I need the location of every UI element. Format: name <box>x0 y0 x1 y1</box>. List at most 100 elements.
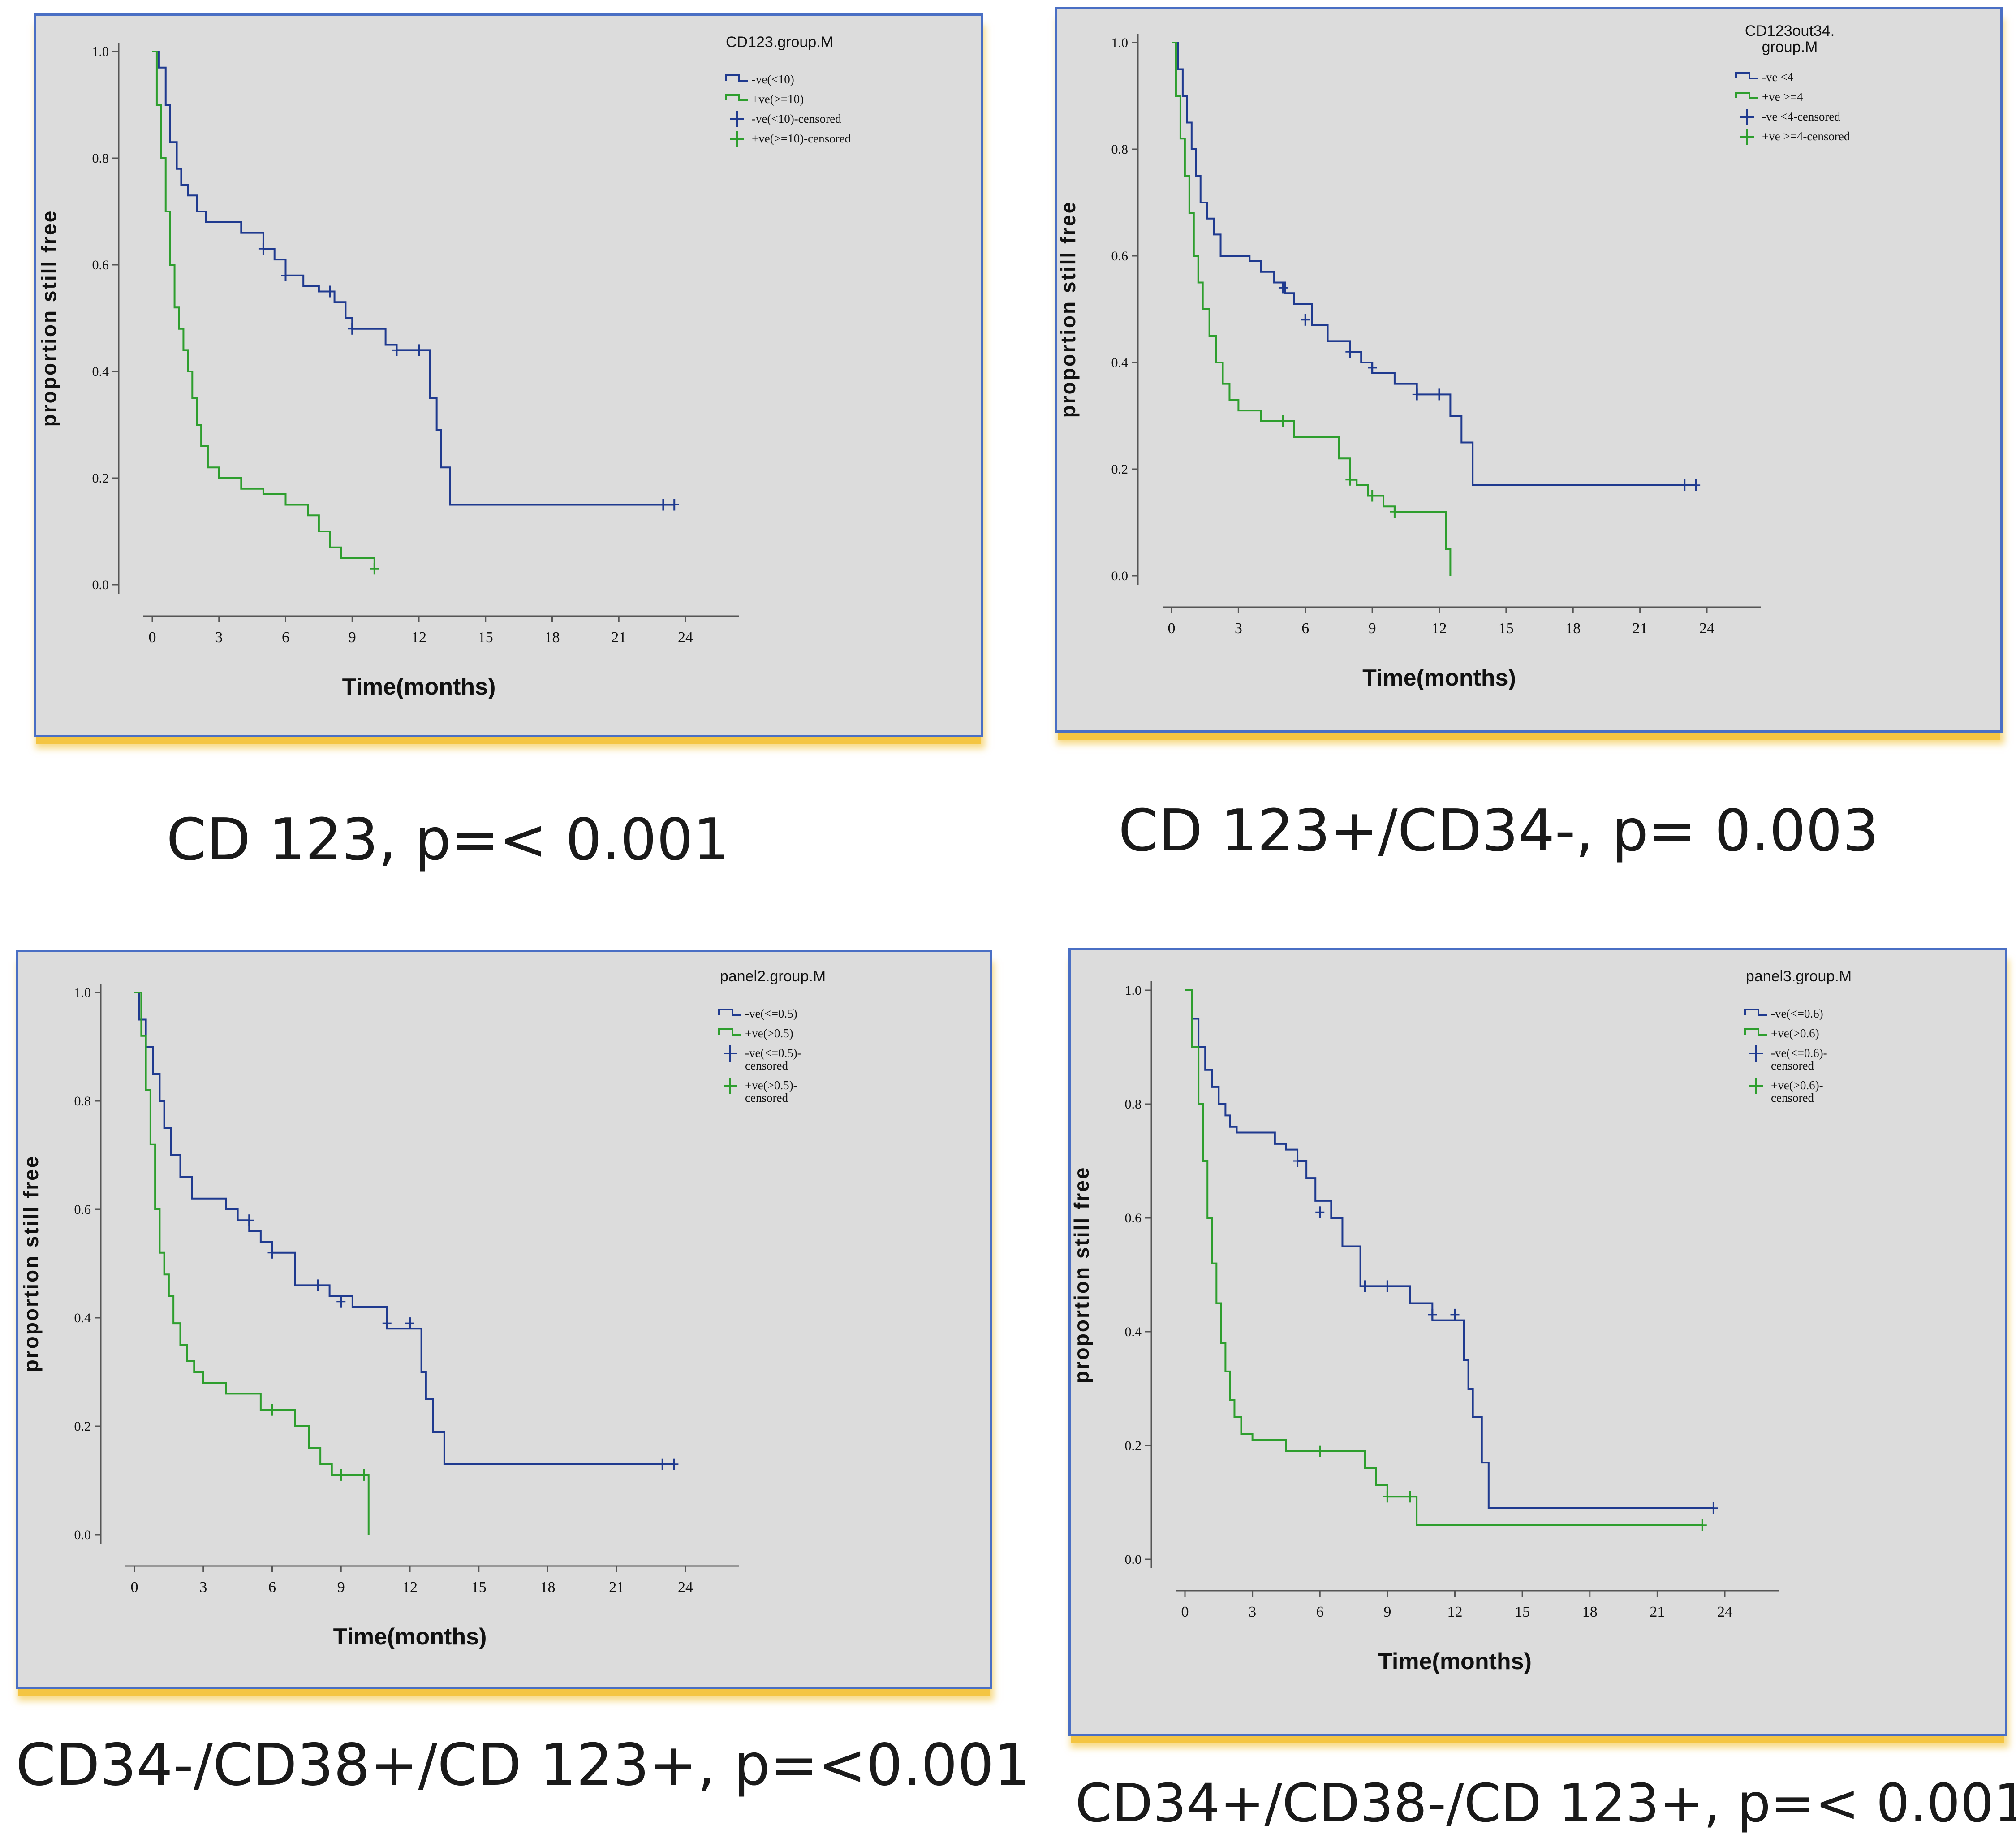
legend-entry: -ve(<=0.6) <box>1771 1007 1823 1020</box>
legend-title: CD123out34. <box>1745 22 1835 39</box>
x-tick-label: 6 <box>1301 620 1309 637</box>
y-tick-label: 0.4 <box>1111 355 1129 370</box>
km-curve-negative <box>134 992 674 1465</box>
x-axis-label: Time(months) <box>333 1624 487 1650</box>
legend-line-symbol <box>725 94 748 101</box>
legend-line-symbol <box>1744 1028 1767 1036</box>
legend-entry: -ve(<10)-censored <box>752 112 841 125</box>
legend-title: group.M <box>1762 39 1818 56</box>
chart-caption: CD34-/CD38+/CD 123+, p=<0.001 <box>16 1732 1031 1799</box>
x-tick-label: 18 <box>540 1579 556 1596</box>
legend-entry: censored <box>1771 1059 1814 1072</box>
x-tick-label: 3 <box>199 1579 207 1596</box>
km-curve-negative <box>1172 42 1696 486</box>
legend-title: CD123.group.M <box>726 34 833 51</box>
y-tick-label: 0.2 <box>1125 1438 1142 1453</box>
x-tick-label: 15 <box>478 629 493 646</box>
y-tick-label: 0.0 <box>1125 1552 1142 1567</box>
x-tick-label: 18 <box>1582 1604 1598 1620</box>
y-axis-label: proportion still free <box>1071 1166 1093 1384</box>
x-tick-label: 3 <box>1235 620 1242 637</box>
legend-entry: -ve(<=0.5)- <box>745 1046 801 1060</box>
y-tick-label: 0.2 <box>1111 462 1129 477</box>
x-axis-label: Time(months) <box>1378 1648 1532 1674</box>
x-tick-label: 6 <box>268 1579 276 1596</box>
y-tick-label: 0.2 <box>74 1419 91 1434</box>
km-curve-positive <box>134 992 370 1535</box>
x-tick-label: 0 <box>1168 620 1176 637</box>
legend-line-symbol <box>1735 92 1758 99</box>
km-chart-svg: 0.0 0.2 0.4 0.6 0.8 1.0 0 3 6 9 12 15 18 21 24 Time(mon… <box>37 34 851 700</box>
x-tick-label: 12 <box>1447 1604 1463 1620</box>
legend-entry: +ve(>0.5) <box>745 1027 793 1040</box>
y-tick-label: 0.6 <box>74 1202 91 1217</box>
legend-entry: -ve(<=0.5) <box>745 1007 797 1020</box>
x-tick-label: 15 <box>471 1579 487 1596</box>
y-tick-label: 1.0 <box>92 44 109 59</box>
y-tick-label: 0.6 <box>1125 1211 1142 1226</box>
x-tick-label: 0 <box>1181 1604 1189 1620</box>
y-axis-label: proportion still free <box>37 210 60 427</box>
y-tick-label: 0.4 <box>1125 1325 1142 1339</box>
y-axis-label: proportion still free <box>19 1155 43 1372</box>
y-tick-label: 0.0 <box>74 1528 91 1542</box>
y-tick-label: 0.8 <box>1111 142 1129 157</box>
km-chart-svg: 0.0 0.2 0.4 0.6 0.8 1.0 0 3 6 9 12 15 18 21 24 Time(mon… <box>1057 22 1850 691</box>
legend-entry: +ve >=4-censored <box>1762 129 1850 143</box>
x-tick-label: 24 <box>1717 1604 1732 1620</box>
legend-line-symbol <box>1735 72 1758 79</box>
y-tick-label: 0.4 <box>74 1311 91 1325</box>
km-curve-negative <box>1185 989 1714 1509</box>
legend-title: panel2.group.M <box>720 968 826 985</box>
km-curve-negative <box>152 51 675 506</box>
legend-entry: +ve(>0.6) <box>1771 1027 1819 1040</box>
y-tick-label: 0.4 <box>92 364 109 379</box>
km-curve-positive <box>1172 42 1452 576</box>
legend-line-symbol <box>718 1028 741 1036</box>
x-tick-label: 0 <box>149 629 156 646</box>
x-tick-label: 21 <box>611 629 626 646</box>
y-tick-label: 0.6 <box>92 258 109 272</box>
legend-entry: +ve(>0.5)- <box>745 1079 797 1092</box>
legend-entry: censored <box>1771 1091 1814 1105</box>
x-tick-label: 12 <box>1432 620 1447 637</box>
x-tick-label: 12 <box>402 1579 418 1596</box>
x-tick-label: 6 <box>282 629 289 646</box>
x-tick-label: 21 <box>609 1579 624 1596</box>
chart-caption: CD34+/CD38-/CD 123+, p=< 0.001 <box>1075 1772 2016 1834</box>
y-tick-label: 0.6 <box>1111 249 1129 263</box>
km-plot-area: 0.0 0.2 0.4 0.6 0.8 1.0 0 3 6 9 12 15 18 21 24 Time(mon… <box>1068 948 2007 1736</box>
legend-entry: -ve <4 <box>1762 70 1793 84</box>
x-tick-label: 9 <box>349 629 356 646</box>
x-tick-label: 18 <box>545 629 560 646</box>
chart-caption: CD 123, p=< 0.001 <box>166 807 730 873</box>
x-tick-label: 9 <box>337 1579 345 1596</box>
legend-entry: +ve(>0.6)- <box>1771 1079 1823 1092</box>
x-axis-label: Time(months) <box>1362 665 1516 691</box>
legend-entry: -ve(<=0.6)- <box>1771 1046 1827 1060</box>
x-tick-label: 24 <box>678 1579 693 1596</box>
x-tick-label: 18 <box>1565 620 1581 637</box>
y-tick-label: 0.8 <box>92 151 109 166</box>
km-chart-svg: 0.0 0.2 0.4 0.6 0.8 1.0 0 3 6 9 12 15 18 21 24 Time(mon… <box>1071 968 1852 1674</box>
km-curve-positive <box>152 51 375 569</box>
x-tick-label: 3 <box>215 629 223 646</box>
x-axis-label: Time(months) <box>342 674 496 700</box>
x-tick-label: 9 <box>1383 1604 1391 1620</box>
y-axis-label: proportion still free <box>1057 201 1080 418</box>
legend-title: panel3.group.M <box>1746 968 1852 985</box>
y-tick-label: 1.0 <box>74 985 91 1000</box>
legend-line-symbol <box>1744 1009 1767 1016</box>
legend-entry: +ve >=4 <box>1762 90 1803 104</box>
y-tick-label: 0.0 <box>1111 569 1129 583</box>
y-tick-label: 0.8 <box>1125 1097 1142 1112</box>
km-plot-area: 0.0 0.2 0.4 0.6 0.8 1.0 0 3 6 9 12 15 18 21 24 Time(mon… <box>1055 7 2003 733</box>
x-tick-label: 15 <box>1515 1604 1530 1620</box>
y-tick-label: 0.0 <box>92 578 109 592</box>
legend-line-symbol <box>718 1009 741 1016</box>
legend-entry: -ve <4-censored <box>1762 110 1840 123</box>
km-plot-area: 0.0 0.2 0.4 0.6 0.8 1.0 0 3 6 9 12 15 18 21 24 Time(mon… <box>34 13 983 737</box>
legend-entry: -ve(<10) <box>752 73 794 86</box>
chart-caption: CD 123+/CD34-, p= 0.003 <box>1118 798 1879 864</box>
legend-entry: censored <box>745 1059 788 1072</box>
